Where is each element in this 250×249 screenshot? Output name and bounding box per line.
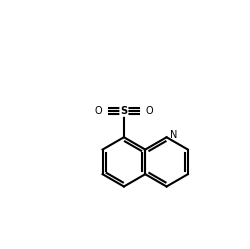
Text: S: S: [120, 106, 128, 116]
Text: O: O: [94, 106, 102, 116]
Text: N: N: [170, 130, 177, 140]
Text: O: O: [146, 106, 154, 116]
